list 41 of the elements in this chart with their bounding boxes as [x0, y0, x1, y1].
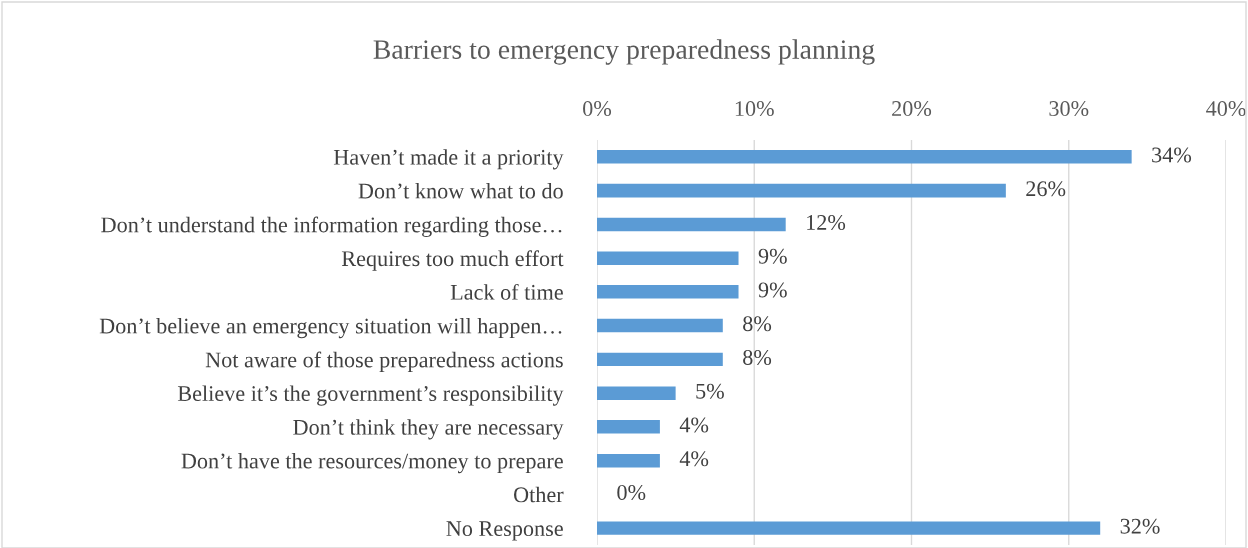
y-tick-label: Requires too much effort [341, 250, 564, 271]
bar [597, 251, 739, 265]
x-tick-label: 40% [1206, 101, 1246, 117]
x-tick-label: 0% [583, 101, 612, 117]
bar [597, 453, 660, 468]
x-tick-label: 30% [1049, 101, 1089, 117]
data-label: 8% [743, 316, 772, 332]
chart-title: Barriers to emergency preparedness planning [373, 39, 875, 65]
y-tick-label: Not aware of those preparedness actions [205, 351, 563, 372]
bar [597, 420, 660, 434]
y-tick-label: Don’t think they are necessary [293, 419, 564, 440]
data-label: 5% [696, 383, 724, 399]
y-tick-label: Other [513, 486, 564, 503]
data-label: 0% [617, 484, 646, 501]
bar [597, 352, 723, 367]
y-tick-label: Lack of time [450, 283, 563, 300]
bar [597, 386, 676, 400]
bar [597, 285, 739, 299]
bar [597, 521, 1101, 535]
y-tick-label: Don’t have the resources/money to prepare [181, 452, 563, 474]
data-label: 26% [1026, 181, 1066, 197]
data-label: 4% [679, 451, 709, 467]
y-tick-label: Don’t believe an emergency situation will happen… [99, 317, 562, 339]
x-tick-label: 10% [735, 101, 774, 117]
data-label: 8% [743, 349, 772, 366]
data-label: 12% [807, 214, 846, 231]
bar [597, 217, 786, 232]
data-label: 4% [679, 417, 709, 433]
data-label: 9% [758, 282, 787, 298]
y-tick-label: Haven’t made it a priority [333, 149, 564, 170]
y-tick-label: No Response [446, 521, 563, 541]
data-label: 32% [1120, 518, 1160, 534]
bar [597, 150, 1132, 164]
y-tick-label: Believe it’s the government’s responsibility [177, 385, 564, 406]
bar [597, 318, 723, 333]
y-tick-label: Don’t understand the information regarding those… [101, 216, 562, 237]
y-tick-label: Don’t know what to do [358, 182, 563, 199]
data-label: 34% [1152, 147, 1192, 163]
bar [597, 183, 1006, 198]
data-label: 9% [758, 248, 787, 264]
x-tick-label: 20% [892, 101, 932, 117]
